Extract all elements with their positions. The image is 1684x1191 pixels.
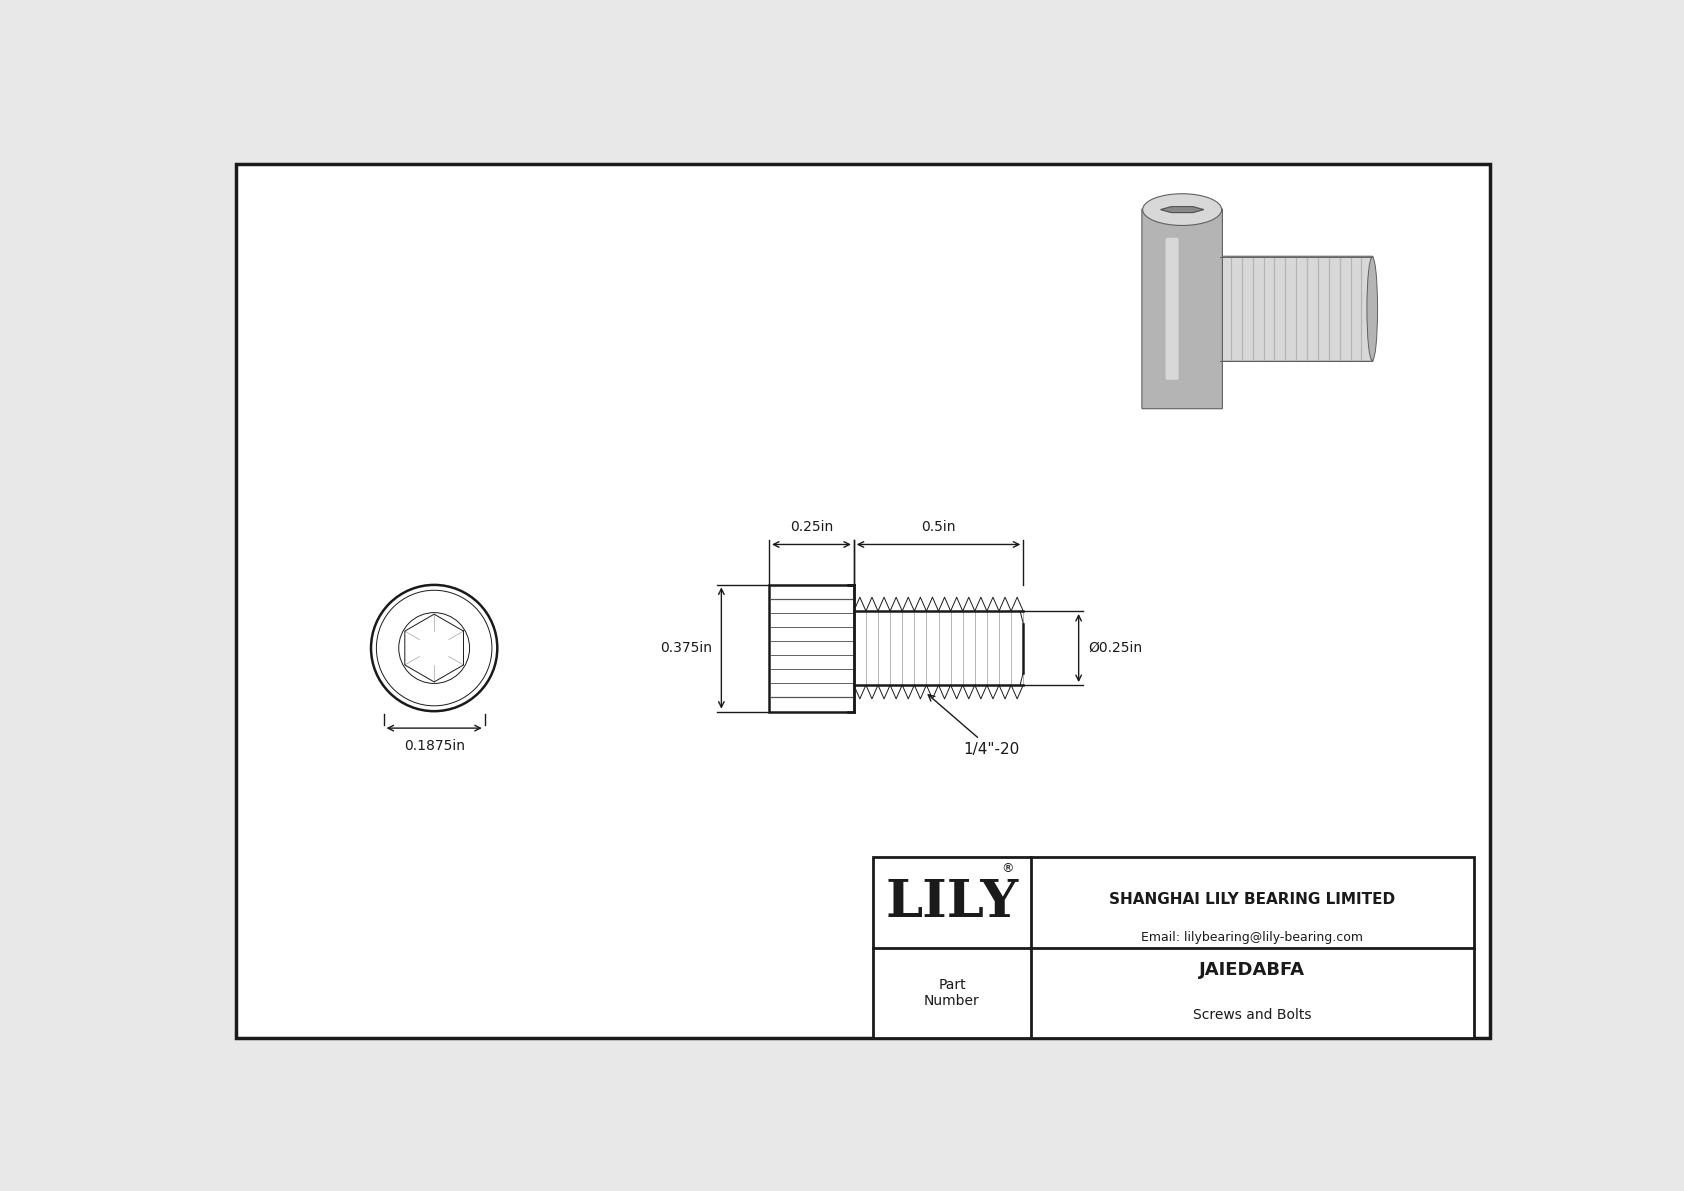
- Text: ®: ®: [1002, 862, 1014, 875]
- FancyBboxPatch shape: [1142, 208, 1223, 409]
- Text: 0.1875in: 0.1875in: [404, 738, 465, 753]
- Circle shape: [377, 591, 492, 706]
- Polygon shape: [1160, 207, 1204, 212]
- Bar: [770, 585, 854, 711]
- Text: LILY: LILY: [886, 878, 1019, 928]
- Bar: [854, 596, 1024, 700]
- Text: Screws and Bolts: Screws and Bolts: [1192, 1008, 1312, 1022]
- Text: JAIEDABFA: JAIEDABFA: [1199, 961, 1305, 979]
- Ellipse shape: [1143, 194, 1221, 225]
- Text: SHANGHAI LILY BEARING LIMITED: SHANGHAI LILY BEARING LIMITED: [1110, 892, 1396, 906]
- Text: 1/4"-20: 1/4"-20: [928, 694, 1021, 757]
- FancyBboxPatch shape: [1219, 256, 1372, 361]
- Text: 0.25in: 0.25in: [790, 520, 834, 535]
- Circle shape: [399, 612, 470, 684]
- Bar: [872, 858, 1474, 1039]
- Ellipse shape: [1367, 257, 1378, 361]
- Circle shape: [370, 585, 497, 711]
- Text: Part
Number: Part Number: [925, 978, 980, 1009]
- Text: 0.5in: 0.5in: [921, 520, 957, 535]
- Text: Ø0.25in: Ø0.25in: [1088, 641, 1142, 655]
- Text: Email: lilybearing@lily-bearing.com: Email: lilybearing@lily-bearing.com: [1142, 930, 1364, 943]
- FancyBboxPatch shape: [1165, 238, 1179, 380]
- Text: 0.375in: 0.375in: [660, 641, 712, 655]
